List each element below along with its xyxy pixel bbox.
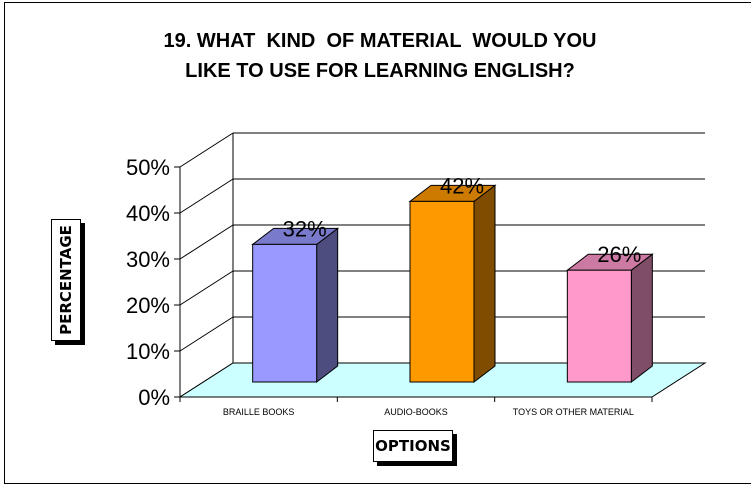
data-label: 32% xyxy=(283,216,327,241)
y-tick-label: 40% xyxy=(126,201,170,226)
bar xyxy=(253,244,317,382)
y-axis-label: PERCENTAGE xyxy=(57,225,75,335)
x-tick-label: AUDIO-BOOKS xyxy=(384,407,448,417)
gridline-side xyxy=(180,133,233,167)
bar xyxy=(567,270,631,382)
gridline-side xyxy=(180,225,233,259)
y-tick-label: 50% xyxy=(126,155,170,180)
x-tick-label: BRAILLE BOOKS xyxy=(223,407,295,417)
y-tick-label: 30% xyxy=(126,247,170,272)
y-tick-label: 20% xyxy=(126,293,170,318)
gridline-side xyxy=(180,179,233,213)
bar-side xyxy=(631,254,652,382)
y-axis-label-box: PERCENTAGE xyxy=(51,219,81,341)
x-tick-label: TOYS OR OTHER MATERIAL xyxy=(513,407,634,417)
bar-side xyxy=(474,185,495,382)
gridline-side xyxy=(180,317,233,351)
bar-side xyxy=(317,228,338,382)
data-label: 42% xyxy=(440,173,484,198)
x-axis-label: OPTIONS xyxy=(374,431,452,461)
data-label: 26% xyxy=(597,242,641,267)
x-axis-label-box: OPTIONS xyxy=(373,430,453,462)
bar xyxy=(410,201,474,382)
y-tick-label: 0% xyxy=(138,385,170,410)
gridline-side xyxy=(180,271,233,305)
y-tick-label: 10% xyxy=(126,339,170,364)
